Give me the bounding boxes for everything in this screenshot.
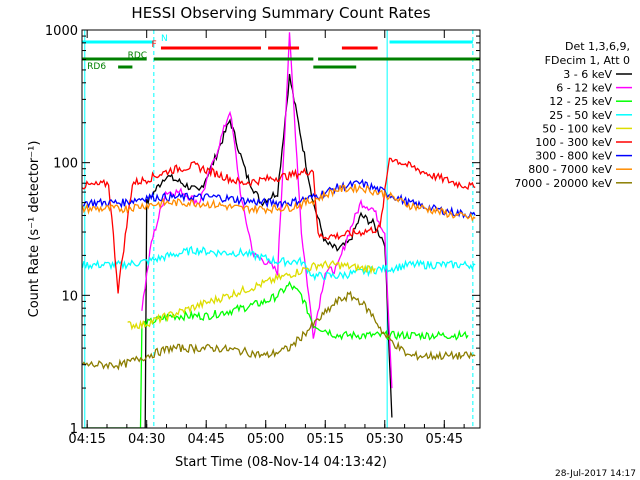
legend-label: 12 - 25 keV bbox=[549, 95, 612, 108]
chart-title: HESSI Observing Summary Count Rates bbox=[131, 4, 430, 22]
footer-date: 28-Jul-2017 14:17 bbox=[555, 469, 636, 479]
vertical-markers bbox=[84, 30, 474, 428]
x-tick-label: 05:00 bbox=[247, 432, 284, 447]
state-bars: NF RDC RD6 bbox=[82, 34, 480, 72]
plot-frame bbox=[81, 29, 481, 429]
x-tick-label: 05:30 bbox=[366, 432, 403, 447]
series-line bbox=[141, 32, 393, 389]
x-tick-label: 05:45 bbox=[426, 432, 463, 447]
y-tick-label: 10 bbox=[61, 289, 78, 304]
x-tick-label: 05:15 bbox=[307, 432, 344, 447]
x-tick-label: 04:45 bbox=[187, 432, 224, 447]
legend-label: 6 - 12 keV bbox=[556, 82, 612, 95]
legend: Det 1,3,6,9, FDecim 1, Att 0 3 - 6 keV6 … bbox=[514, 40, 632, 190]
legend-label: 7000 - 20000 keV bbox=[514, 177, 612, 190]
legend-label: 50 - 100 keV bbox=[542, 122, 612, 135]
x-tick-label: 04:15 bbox=[68, 432, 105, 447]
state-bar-label: RDC bbox=[128, 51, 147, 61]
legend-header-2: FDecim 1, Att 0 bbox=[545, 54, 630, 67]
series-line bbox=[82, 73, 393, 428]
state-bar-label: RD6 bbox=[87, 62, 106, 72]
series-line bbox=[127, 260, 376, 331]
y-axis: 1 10 100 1000 bbox=[45, 24, 480, 437]
series-line bbox=[82, 178, 476, 219]
x-tick-label: 04:30 bbox=[128, 432, 165, 447]
state-bar-label: F bbox=[151, 40, 156, 50]
legend-label: 3 - 6 keV bbox=[563, 68, 612, 81]
legend-label: 100 - 300 keV bbox=[535, 136, 612, 149]
y-tick-label: 1 bbox=[70, 422, 78, 437]
state-bar-label: N bbox=[161, 34, 168, 44]
y-axis-label: Count Rate (s⁻¹ detector⁻¹) bbox=[27, 141, 42, 318]
y-tick-label: 1000 bbox=[45, 24, 78, 39]
legend-label: 25 - 50 keV bbox=[549, 109, 612, 122]
series-line bbox=[82, 183, 476, 222]
series-line bbox=[82, 290, 476, 371]
x-axis: 04:15 04:30 04:45 05:00 05:15 05:30 05:45 bbox=[68, 30, 465, 447]
legend-label: 800 - 7000 keV bbox=[528, 163, 612, 176]
series-lines bbox=[82, 32, 476, 428]
series-line bbox=[82, 245, 476, 282]
legend-header-1: Det 1,3,6,9, bbox=[565, 40, 630, 53]
y-tick-label: 100 bbox=[53, 157, 78, 172]
x-axis-label: Start Time (08-Nov-14 04:13:42) bbox=[175, 455, 387, 470]
legend-label: 300 - 800 keV bbox=[535, 150, 612, 163]
series-line bbox=[82, 157, 476, 294]
